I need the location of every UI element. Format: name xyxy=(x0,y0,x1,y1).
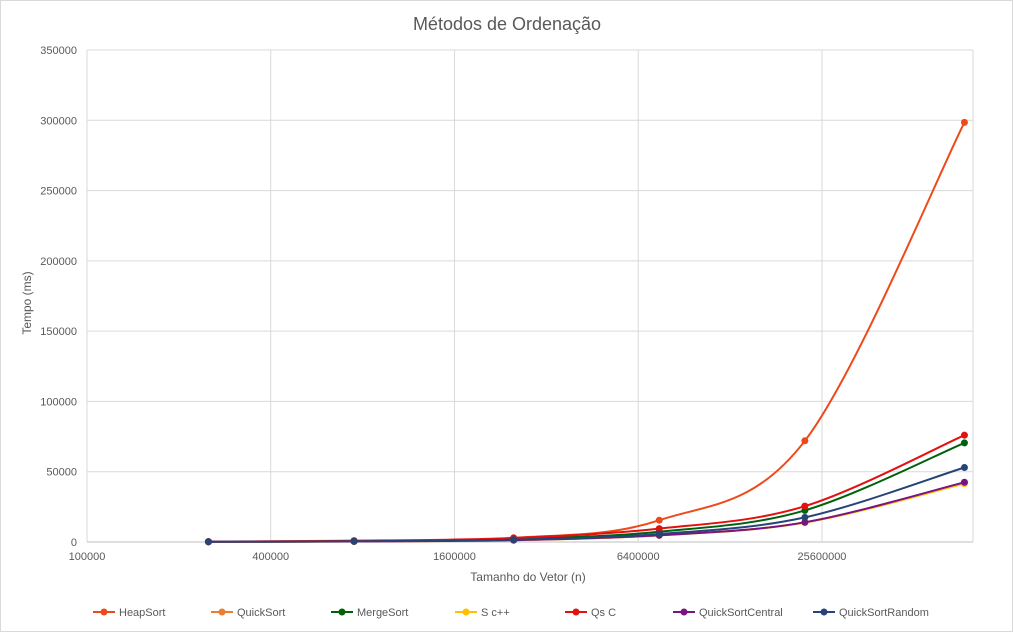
y-tick-label: 100000 xyxy=(40,396,77,408)
x-axis-title: Tamanho do Vetor (n) xyxy=(470,570,585,584)
legend: HeapSort QuickSort MergeSort S c++ Qs C Quick… xyxy=(93,607,929,619)
legend-label-mergesort: MergeSort xyxy=(357,607,408,619)
data-point-quicksortcentral xyxy=(960,478,968,486)
x-tick-label: 6400000 xyxy=(617,551,660,563)
data-point-qs-c xyxy=(960,431,968,439)
chart-title: Métodos de Ordenação xyxy=(413,14,601,34)
y-axis-title: Tempo (ms) xyxy=(20,271,34,334)
legend-label-quicksortcentral: QuickSortCentral xyxy=(699,607,783,619)
data-point-quicksortrandom xyxy=(350,537,358,545)
x-tick-label: 25600000 xyxy=(797,551,846,563)
legend-label-qs-c: Qs C xyxy=(591,607,616,619)
series-line-qs-c xyxy=(208,434,965,543)
series-line-mergesort xyxy=(208,441,965,543)
data-point-quicksortrandom xyxy=(655,530,663,538)
y-tick-label: 300000 xyxy=(40,115,77,127)
data-point-qs-c xyxy=(801,502,809,510)
legend-label-quicksortrandom: QuickSortRandom xyxy=(839,607,929,619)
y-tick-label: 0 xyxy=(71,537,77,549)
series-line-quicksortrandom xyxy=(208,466,965,543)
y-tick-label: 250000 xyxy=(40,186,77,198)
data-point-qs-c xyxy=(655,525,663,533)
legend-marker-qs-c xyxy=(572,608,580,616)
legend-label-heapsort: HeapSort xyxy=(119,607,165,619)
series-group xyxy=(204,118,968,546)
legend-label-quicksort: QuickSort xyxy=(237,607,285,619)
legend-label-s-c: S c++ xyxy=(481,607,510,619)
legend-marker-mergesort xyxy=(338,608,346,616)
x-axis-ticks: 100000 400000 1600000 6400000 25600000 xyxy=(69,551,847,563)
data-point-quicksortrandom xyxy=(960,463,968,471)
data-point-heapsort xyxy=(655,516,663,524)
y-tick-label: 50000 xyxy=(46,467,77,479)
data-point-quicksortrandom xyxy=(510,536,518,544)
series-line-heapsort xyxy=(208,121,966,543)
x-tick-label: 1600000 xyxy=(433,551,476,563)
data-point-quicksortrandom xyxy=(801,513,809,521)
legend-marker-quicksortcentral xyxy=(680,608,688,616)
legend-marker-quicksort xyxy=(218,608,226,616)
y-axis-ticks: 0 50000 100000 150000 200000 250000 300000 3500… xyxy=(40,45,77,549)
data-point-mergesort xyxy=(960,439,968,447)
x-tick-label: 100000 xyxy=(69,551,106,563)
data-point-quicksortrandom xyxy=(204,538,212,546)
legend-marker-heapsort xyxy=(100,608,108,616)
y-tick-label: 150000 xyxy=(40,326,77,338)
data-point-quicksortcentral xyxy=(801,518,809,526)
x-tick-label: 400000 xyxy=(252,551,289,563)
data-point-heapsort xyxy=(801,437,809,445)
grid xyxy=(86,49,974,543)
y-tick-label: 350000 xyxy=(40,45,77,57)
legend-marker-quicksortrandom xyxy=(820,608,828,616)
y-tick-label: 200000 xyxy=(40,256,77,268)
data-point-heapsort xyxy=(960,118,968,126)
legend-marker-s-c xyxy=(462,608,470,616)
